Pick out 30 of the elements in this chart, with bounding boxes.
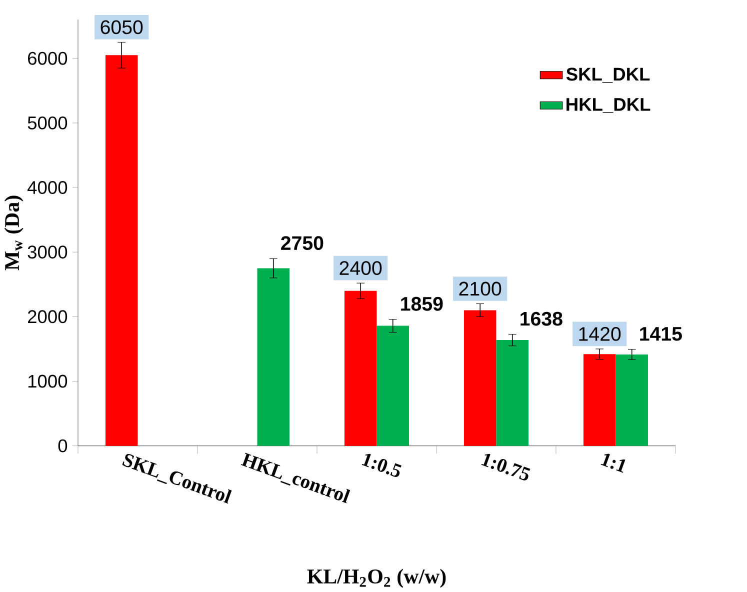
y-axis-title: M$_{w}$ (Da): [4, 196, 24, 270]
bar: [496, 340, 528, 446]
x-axis-title: KL/H$_{2}$O$_{2}$ (w/w): [307, 568, 446, 588]
y-tick-label: 5000: [28, 116, 68, 130]
y-tick-label: 4000: [27, 180, 68, 194]
bar: [616, 354, 648, 446]
legend-label: SKL_DKL: [566, 68, 650, 83]
bar: [376, 326, 409, 446]
data-label: 2400: [340, 261, 382, 275]
y-tick-label: 0: [58, 439, 68, 452]
y-tick-label: 2000: [28, 310, 68, 324]
x-tick-label: 1:1: [600, 454, 626, 473]
data-label: 1638: [520, 312, 562, 326]
data-label: 1420: [579, 326, 621, 341]
bar: [464, 310, 496, 446]
x-tick-label: 1:0.5: [362, 454, 402, 477]
bar: [344, 290, 377, 446]
y-tick-label: 6000: [28, 52, 68, 65]
bar: [105, 55, 138, 446]
data-label: 6050: [100, 20, 143, 34]
y-tick-label: 1000: [28, 374, 68, 388]
bar: [583, 354, 616, 446]
legend-label: HKL_DKL: [566, 98, 650, 113]
y-tick-label: 3000: [28, 245, 68, 258]
data-label: 2750: [281, 236, 324, 250]
data-label: 1859: [401, 296, 443, 311]
data-label: 1415: [640, 326, 682, 341]
bar: [257, 268, 290, 446]
x-tick-label: 1:0.75: [481, 454, 530, 480]
data-label: 2100: [459, 282, 502, 296]
